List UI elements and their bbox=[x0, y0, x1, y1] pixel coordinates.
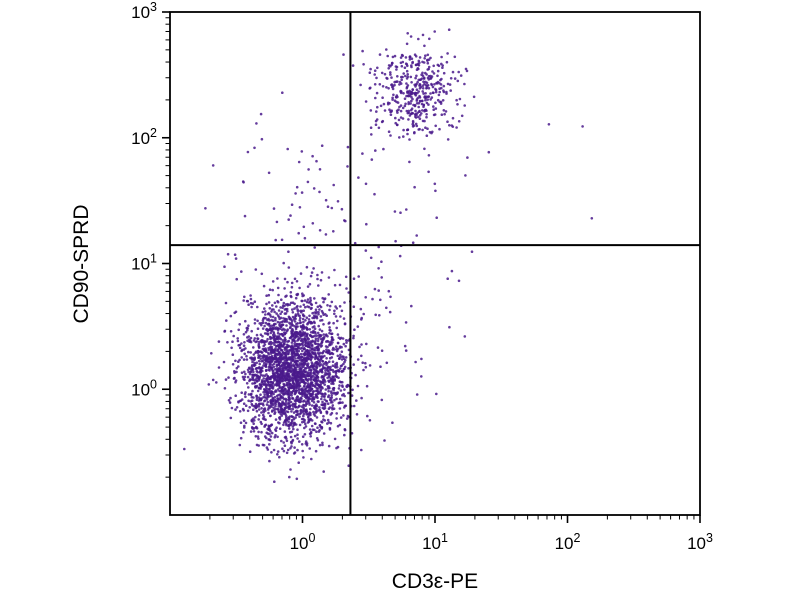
svg-text:102: 102 bbox=[131, 126, 157, 148]
y-axis-title: CD90-SPRD bbox=[70, 204, 93, 323]
axis-minor-ticks bbox=[165, 17, 695, 520]
svg-text:103: 103 bbox=[687, 531, 713, 553]
svg-text:100: 100 bbox=[290, 531, 316, 553]
scatter-points bbox=[183, 28, 594, 484]
svg-text:100: 100 bbox=[131, 377, 157, 399]
axis-major-ticks bbox=[162, 11, 701, 523]
svg-text:103: 103 bbox=[131, 0, 157, 22]
x-axis-title: CD3ε-PE bbox=[392, 570, 478, 593]
svg-text:102: 102 bbox=[555, 531, 581, 553]
svg-text:101: 101 bbox=[422, 531, 448, 553]
plot-frame bbox=[169, 11, 701, 516]
axis-tick-labels: 100 101 102 103 100 101 102 103 bbox=[131, 0, 713, 553]
svg-text:101: 101 bbox=[131, 252, 157, 274]
